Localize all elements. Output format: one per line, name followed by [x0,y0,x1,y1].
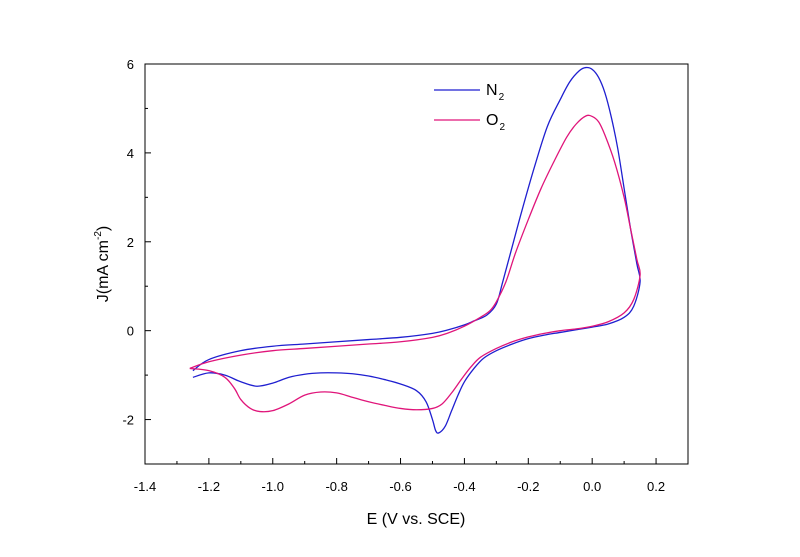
x-tick-label: -1.2 [198,479,220,494]
x-axis: -1.4 -1.2 -1.0 -0.8 -0.6 -0.4 -0.2 0.0 0.2 [134,458,665,494]
x-tick-label: 0.2 [647,479,665,494]
y-tick-label: 0 [127,324,134,339]
legend-label-o2-sub: 2 [499,122,505,133]
y-tick-label: 2 [127,235,134,250]
y-axis-title: J(mA cm-2) [93,226,112,302]
series-n2-curve [192,66,641,434]
legend: N2 O2 [434,82,505,133]
y-tick-label: 6 [127,57,134,72]
series-layer [189,66,641,434]
plot-frame [144,63,689,465]
legend-label-n2-name: N [486,82,498,99]
x-tick-label: -0.4 [453,479,475,494]
x-tick-label: -1.4 [134,479,156,494]
x-tick-label: -0.2 [517,479,539,494]
y-axis-title-sup: -2 [93,231,104,240]
legend-label-n2: N2 [486,82,505,103]
legend-label-o2: O2 [486,112,505,133]
y-tick-label: 4 [127,146,134,161]
x-tick-label: -0.6 [389,479,411,494]
x-tick-label: -1.0 [262,479,284,494]
x-tick-label: -0.8 [325,479,347,494]
y-axis: -2 0 2 4 6 [122,57,151,465]
legend-label-n2-sub: 2 [499,92,505,103]
series-o2-curve [189,114,641,413]
legend-label-o2-name: O [486,112,498,129]
y-axis-title-main: J(mA cm [95,240,112,302]
y-tick-label: -2 [122,413,134,428]
x-tick-label: 0.0 [583,479,601,494]
x-axis-title: E (V vs. SCE) [367,511,466,528]
y-axis-title-close: ) [95,226,112,231]
